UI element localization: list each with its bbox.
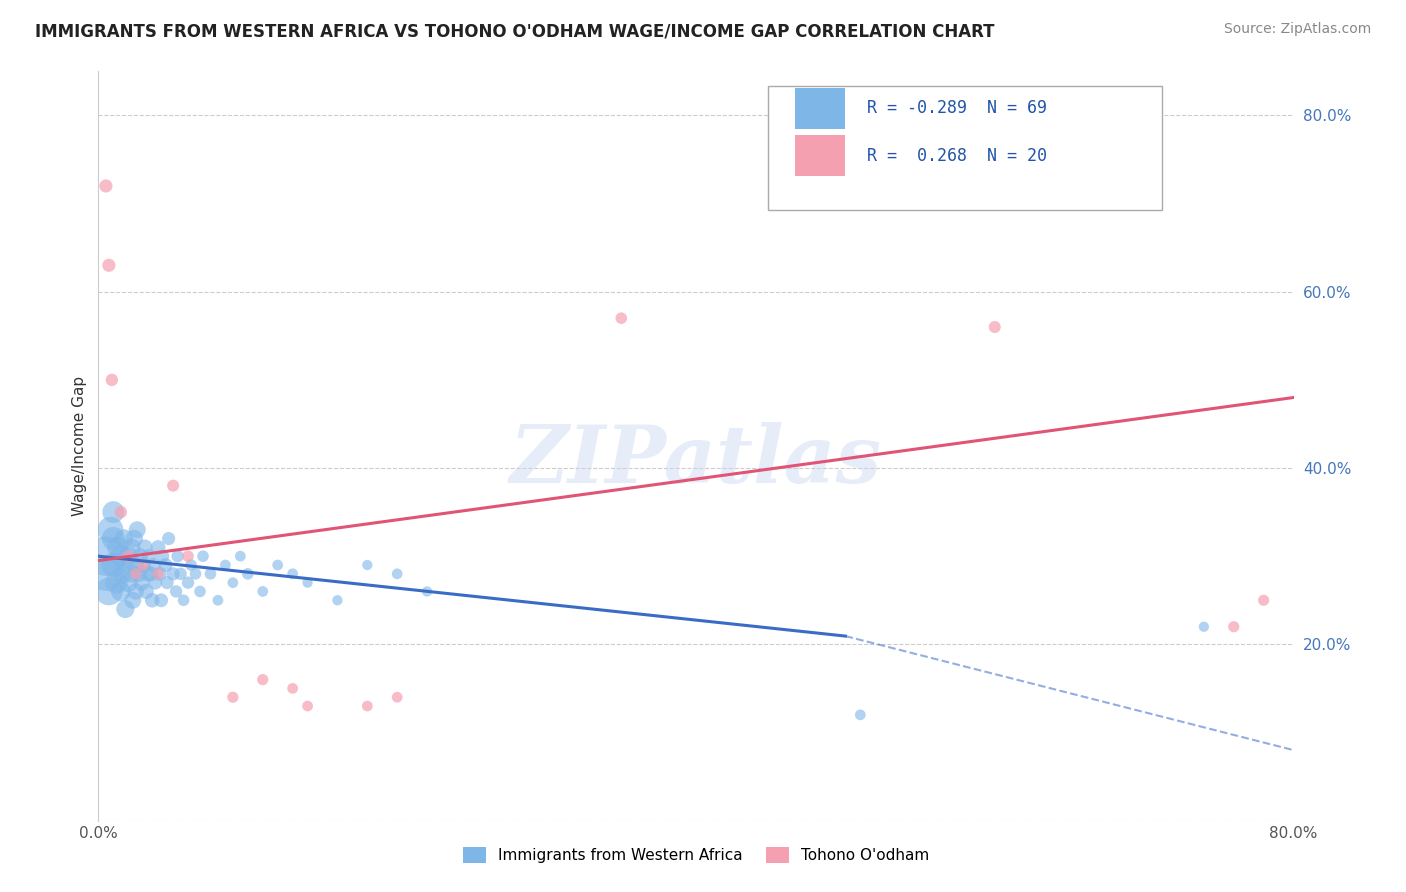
Point — [162, 566, 184, 581]
Point — [132, 558, 155, 572]
Point — [149, 566, 172, 581]
Point — [236, 566, 259, 581]
Point — [849, 707, 872, 722]
Point — [125, 584, 148, 599]
Point — [162, 478, 184, 492]
Point — [97, 584, 120, 599]
Point — [416, 584, 439, 599]
Point — [281, 681, 304, 696]
FancyBboxPatch shape — [796, 87, 845, 129]
Point — [136, 566, 159, 581]
Point — [141, 593, 163, 607]
Point — [127, 523, 149, 537]
Point — [148, 566, 170, 581]
Point — [117, 549, 139, 564]
Point — [173, 593, 195, 607]
Point — [125, 566, 148, 581]
Point — [94, 566, 117, 581]
Text: R = -0.289  N = 69: R = -0.289 N = 69 — [868, 99, 1047, 118]
Point — [356, 699, 378, 714]
Point — [207, 593, 229, 607]
Point — [143, 575, 166, 590]
Text: IMMIGRANTS FROM WESTERN AFRICA VS TOHONO O'ODHAM WAGE/INCOME GAP CORRELATION CHA: IMMIGRANTS FROM WESTERN AFRICA VS TOHONO… — [35, 22, 994, 40]
Point — [191, 549, 214, 564]
Point — [110, 505, 132, 519]
Legend: Immigrants from Western Africa, Tohono O'odham: Immigrants from Western Africa, Tohono O… — [457, 841, 935, 869]
Point — [148, 541, 170, 555]
Point — [120, 566, 142, 581]
Point — [94, 178, 117, 193]
Point — [156, 575, 179, 590]
Point — [188, 584, 211, 599]
Point — [169, 566, 191, 581]
Point — [267, 558, 290, 572]
Point — [1253, 593, 1275, 607]
Point — [98, 523, 122, 537]
Point — [125, 558, 148, 572]
Point — [184, 566, 207, 581]
Point — [297, 699, 319, 714]
Point — [124, 532, 146, 546]
Point — [105, 575, 128, 590]
Point — [1192, 620, 1215, 634]
Point — [385, 566, 409, 581]
Point — [222, 575, 245, 590]
Point — [155, 558, 177, 572]
Point — [128, 566, 150, 581]
Point — [101, 373, 124, 387]
Point — [129, 549, 152, 564]
Point — [103, 558, 125, 572]
Point — [150, 593, 173, 607]
Point — [152, 549, 174, 564]
Point — [114, 602, 136, 616]
Text: ZIPatlas: ZIPatlas — [510, 422, 882, 500]
Point — [139, 566, 162, 581]
Point — [120, 541, 142, 555]
Point — [610, 311, 633, 326]
Point — [1223, 620, 1246, 634]
Point — [157, 532, 180, 546]
Point — [132, 558, 155, 572]
Point — [142, 558, 165, 572]
Point — [112, 532, 135, 546]
Point — [103, 505, 125, 519]
Point — [115, 558, 138, 572]
Point — [252, 584, 274, 599]
Point — [131, 575, 153, 590]
FancyBboxPatch shape — [796, 135, 845, 177]
Point — [229, 549, 252, 564]
Point — [110, 549, 132, 564]
Point — [121, 593, 143, 607]
FancyBboxPatch shape — [768, 87, 1161, 210]
Point — [180, 558, 202, 572]
Point — [326, 593, 349, 607]
Point — [117, 549, 139, 564]
Point — [103, 532, 125, 546]
Y-axis label: Wage/Income Gap: Wage/Income Gap — [72, 376, 87, 516]
Point — [111, 566, 134, 581]
Point — [110, 584, 132, 599]
Point — [97, 258, 120, 272]
Point — [214, 558, 236, 572]
Text: Source: ZipAtlas.com: Source: ZipAtlas.com — [1223, 22, 1371, 37]
Point — [297, 575, 319, 590]
Point — [138, 549, 160, 564]
Point — [281, 566, 304, 581]
Point — [984, 320, 1007, 334]
Point — [134, 541, 156, 555]
Point — [94, 549, 117, 564]
Point — [200, 566, 222, 581]
Point — [107, 541, 129, 555]
Point — [177, 575, 200, 590]
Point — [252, 673, 274, 687]
Point — [177, 549, 200, 564]
Point — [222, 690, 245, 705]
Point — [135, 584, 157, 599]
Point — [356, 558, 378, 572]
Text: R =  0.268  N = 20: R = 0.268 N = 20 — [868, 146, 1047, 165]
Point — [385, 690, 409, 705]
Point — [165, 584, 187, 599]
Point — [117, 575, 139, 590]
Point — [166, 549, 188, 564]
